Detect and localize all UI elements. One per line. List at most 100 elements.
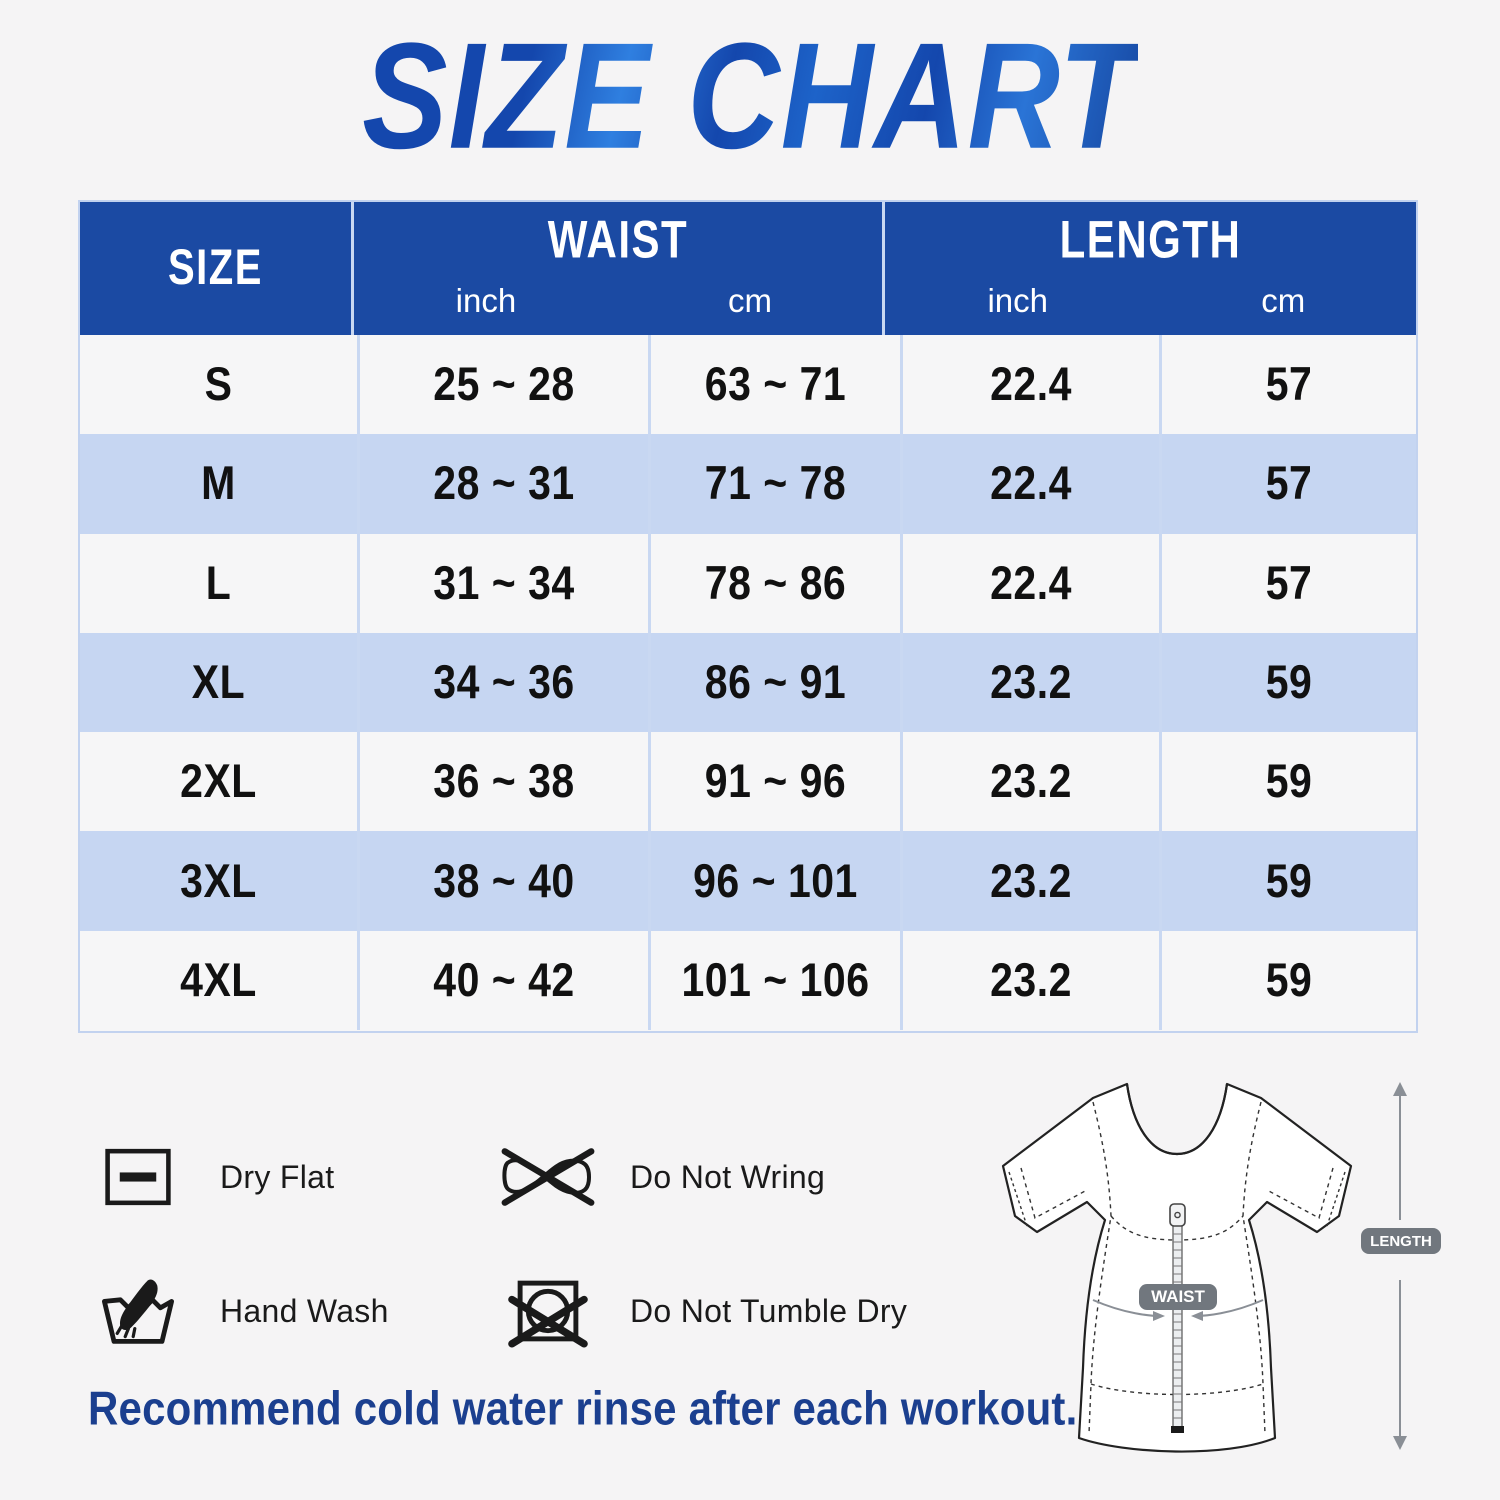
table-cell-value: L	[205, 556, 232, 610]
table-cell-waist-cm: 86 ~ 91	[651, 632, 903, 733]
table-row: 4XL 40 ~ 42 101 ~ 106 23.2 59	[80, 930, 1416, 1031]
table-cell-length-cm: 57	[1162, 434, 1416, 533]
table-cell-value: 23.2	[990, 655, 1072, 709]
header-label-waist-inch: inch	[455, 282, 517, 319]
table-cell-waist-inch: 31 ~ 34	[360, 533, 651, 633]
table-cell-waist-inch: 40 ~ 42	[360, 930, 651, 1031]
header-label-waist-cm: cm	[727, 282, 772, 319]
care-item-do-not-wring: Do Not Wring	[498, 1127, 908, 1227]
diagram-length-label: LENGTH	[1370, 1233, 1432, 1250]
table-cell-size: L	[80, 533, 360, 633]
table-cell-waist-cm: 101 ~ 106	[651, 930, 903, 1031]
header-cell-waist: WAIST inch cm	[354, 202, 885, 335]
table-cell-waist-cm: 71 ~ 78	[651, 434, 903, 534]
table-cell-value: 59	[1265, 854, 1313, 907]
header-label-waist: WAIST	[547, 210, 689, 269]
table-cell-value: 22.4	[990, 456, 1072, 510]
table-cell-waist-inch: 38 ~ 40	[360, 831, 651, 931]
table-row: L 31 ~ 34 78 ~ 86 22.4 57	[80, 533, 1416, 633]
header-cell-length: LENGTH inch cm	[885, 202, 1416, 335]
table-cell-waist-cm: 96 ~ 101	[651, 831, 903, 931]
table-cell-value: 40 ~ 42	[433, 953, 575, 1007]
table-cell-length-cm: 59	[1162, 931, 1416, 1030]
table-cell-waist-cm: 78 ~ 86	[651, 533, 903, 633]
table-row: XL 34 ~ 36 86 ~ 91 23.2 59	[80, 632, 1416, 733]
care-label-do-not-tumble-dry: Do Not Tumble Dry	[630, 1292, 908, 1329]
table-cell-size: 2XL	[80, 732, 360, 832]
table-cell-value: 23.2	[990, 953, 1072, 1007]
table-cell-value: 34 ~ 36	[433, 655, 575, 709]
table-cell-value: S	[204, 357, 233, 411]
table-cell-value: 25 ~ 28	[433, 357, 575, 411]
header-cell-size: SIZE	[80, 202, 354, 335]
table-cell-value: 3XL	[180, 854, 257, 907]
header-label-length-cm: cm	[1261, 282, 1306, 319]
care-label-hand-wash: Hand Wash	[220, 1292, 389, 1329]
table-cell-size: 3XL	[80, 831, 360, 931]
table-row: M 28 ~ 31 71 ~ 78 22.4 57	[80, 434, 1416, 534]
care-row-2: Hand Wash Do Not Tumble Dry	[88, 1244, 988, 1378]
header-label-size: SIZE	[167, 240, 263, 296]
table-cell-value: 59	[1265, 754, 1313, 808]
care-instructions: Dry Flat Do Not Wring	[88, 1110, 988, 1378]
diagram-waist-label: WAIST	[1151, 1287, 1205, 1306]
table-cell-value: 101 ~ 106	[681, 953, 870, 1007]
table-cell-length-inch: 23.2	[903, 831, 1162, 931]
care-note: Recommend cold water rinse after each wo…	[88, 1382, 1078, 1435]
table-cell-value: 86 ~ 91	[704, 655, 847, 709]
table-cell-waist-inch: 36 ~ 38	[360, 732, 651, 832]
table-cell-size: 4XL	[80, 930, 360, 1031]
header-label-length-inch: inch	[987, 282, 1049, 319]
table-cell-value: 59	[1265, 655, 1313, 709]
table-cell-value: 23.2	[990, 754, 1072, 808]
table-cell-value: 38 ~ 40	[433, 854, 575, 907]
table-cell-length-cm: 57	[1162, 534, 1416, 633]
table-cell-waist-cm: 91 ~ 96	[651, 732, 903, 832]
do-not-tumble-dry-icon	[498, 1261, 598, 1361]
table-row: S 25 ~ 28 63 ~ 71 22.4 57	[80, 335, 1416, 435]
table-row: 3XL 38 ~ 40 96 ~ 101 23.2 59	[80, 831, 1416, 931]
dry-flat-icon	[88, 1127, 188, 1227]
table-cell-value: 71 ~ 78	[704, 456, 847, 510]
hand-wash-icon	[88, 1261, 188, 1361]
header-subs-length: inch cm	[885, 282, 1416, 320]
garment-diagram: WAIST LENGTH	[975, 1068, 1445, 1493]
table-cell-value: 36 ~ 38	[433, 754, 575, 808]
table-cell-waist-inch: 34 ~ 36	[360, 632, 651, 733]
care-label-do-not-wring: Do Not Wring	[630, 1158, 826, 1195]
table-cell-length-cm: 59	[1162, 831, 1416, 930]
table-cell-length-inch: 23.2	[903, 632, 1162, 733]
table-cell-size: XL	[80, 632, 360, 733]
table-cell-value: 78 ~ 86	[704, 556, 847, 610]
table-cell-length-cm: 57	[1162, 335, 1416, 434]
table-cell-value: 22.4	[990, 357, 1072, 411]
size-table: SIZE WAIST inch cm LENGTH inch cm S 25 ~ …	[78, 200, 1418, 1033]
table-cell-value: M	[201, 456, 236, 510]
header-subs-waist: inch cm	[354, 282, 882, 320]
care-item-dry-flat: Dry Flat	[88, 1127, 498, 1227]
table-cell-length-inch: 23.2	[903, 732, 1162, 832]
table-cell-length-inch: 22.4	[903, 335, 1162, 435]
care-item-hand-wash: Hand Wash	[88, 1261, 498, 1361]
table-cell-length-cm: 59	[1162, 732, 1416, 831]
table-cell-length-cm: 59	[1162, 633, 1416, 732]
table-cell-size: S	[80, 335, 360, 435]
care-label-dry-flat: Dry Flat	[220, 1158, 335, 1195]
table-header-row: SIZE WAIST inch cm LENGTH inch cm	[80, 202, 1416, 335]
table-cell-value: 91 ~ 96	[704, 754, 847, 808]
do-not-wring-icon	[498, 1127, 598, 1227]
table-cell-value: 31 ~ 34	[433, 556, 575, 610]
table-body: S 25 ~ 28 63 ~ 71 22.4 57 M 28 ~ 31 71 ~ 78 22.4…	[80, 335, 1416, 1031]
care-row-1: Dry Flat Do Not Wring	[88, 1110, 988, 1244]
table-cell-value: 57	[1265, 456, 1313, 510]
table-cell-length-inch: 22.4	[903, 533, 1162, 633]
table-cell-length-inch: 23.2	[903, 930, 1162, 1031]
table-cell-value: 57	[1265, 357, 1313, 411]
table-cell-value: 57	[1265, 556, 1313, 610]
table-cell-value: 23.2	[990, 854, 1072, 907]
table-cell-waist-inch: 25 ~ 28	[360, 335, 651, 435]
table-cell-length-inch: 22.4	[903, 434, 1162, 534]
care-item-do-not-tumble-dry: Do Not Tumble Dry	[498, 1261, 908, 1361]
table-cell-waist-cm: 63 ~ 71	[651, 335, 903, 435]
